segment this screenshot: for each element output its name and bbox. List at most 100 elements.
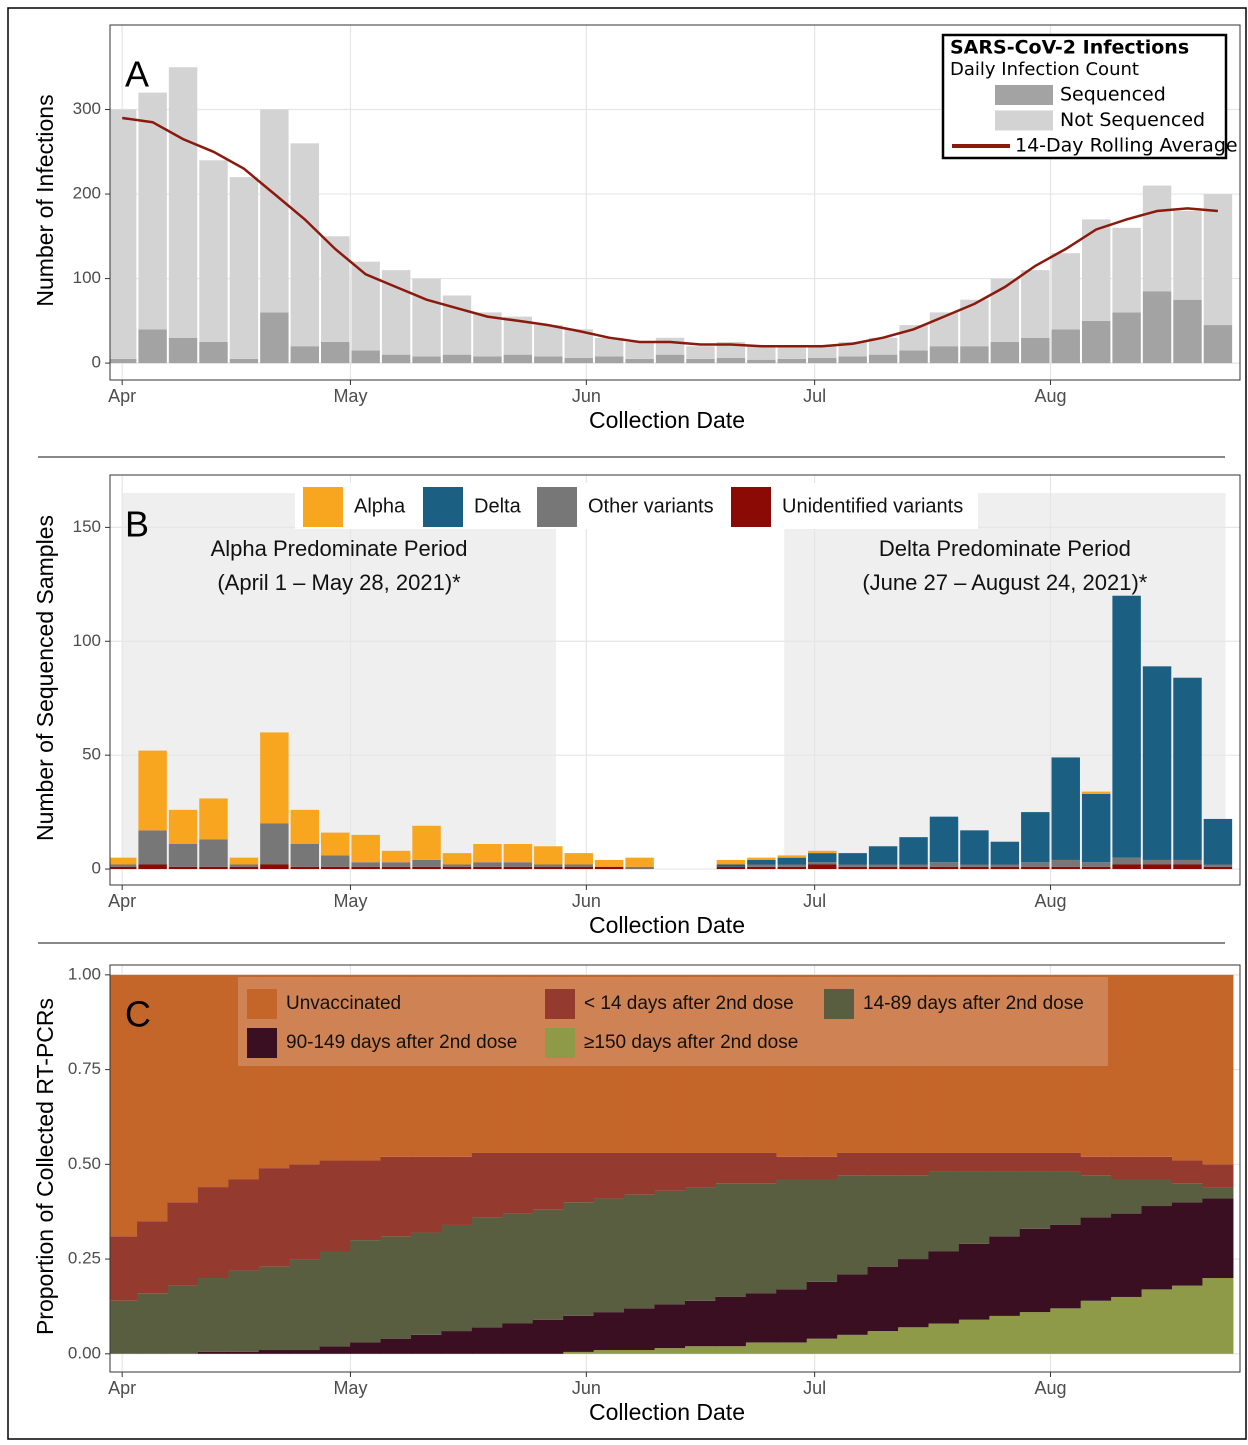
bar [808, 850, 837, 854]
bar [776, 974, 808, 1157]
bar [138, 750, 167, 831]
bar [1141, 1156, 1173, 1180]
bar [837, 1334, 869, 1354]
bar [380, 1156, 412, 1237]
x-tick-label: Apr [108, 1378, 136, 1398]
legend-label: Delta [474, 495, 522, 517]
bar [502, 1213, 534, 1324]
y-tick-label: 100 [73, 631, 101, 650]
bar [990, 278, 1020, 342]
bar [777, 346, 807, 359]
bar [110, 857, 137, 865]
y-tick-label: 100 [73, 268, 101, 287]
bar [715, 1296, 747, 1347]
bar [1141, 1179, 1173, 1207]
bar [684, 974, 717, 1153]
bar [808, 853, 837, 863]
bar [867, 1175, 899, 1267]
bar [806, 1338, 838, 1354]
bar [989, 1152, 1021, 1172]
bar [1051, 329, 1080, 364]
bar [502, 974, 534, 1153]
bar [258, 1266, 290, 1351]
bar [229, 358, 259, 364]
y-tick-label: 1.00 [68, 964, 101, 983]
bar [899, 350, 928, 364]
bar [411, 1156, 443, 1233]
bar [958, 974, 990, 1153]
bar [1112, 857, 1141, 865]
bar [1141, 974, 1173, 1157]
bar [777, 358, 807, 364]
bar [776, 1156, 808, 1180]
bar [442, 853, 472, 865]
bar [625, 358, 654, 364]
annotation: Alpha Predominate Period [211, 536, 468, 561]
bar [380, 974, 412, 1157]
bar [594, 859, 624, 867]
bar [958, 1171, 990, 1244]
bar [594, 337, 624, 357]
bar [229, 866, 259, 870]
annotation: Delta Predominate Period [879, 536, 1131, 561]
panel-label: A [125, 54, 149, 95]
legend-label: 14-Day Rolling Average [1015, 135, 1238, 157]
bar [747, 866, 776, 870]
legend-label: Unidentified variants [782, 495, 963, 517]
bar [684, 1300, 717, 1347]
bar [110, 1300, 138, 1354]
bar [1112, 595, 1141, 858]
bar [471, 1152, 503, 1218]
bar [654, 1152, 686, 1191]
bar [319, 1346, 351, 1354]
bar [654, 1190, 686, 1305]
bar [686, 358, 715, 364]
bar [593, 1350, 625, 1354]
bar [350, 1160, 382, 1241]
bar [473, 862, 502, 867]
y-axis-title: Number of Sequenced Samples [32, 515, 58, 841]
bar [747, 859, 776, 865]
x-tick-label: May [333, 386, 367, 406]
bar [563, 1202, 595, 1316]
bar [867, 974, 899, 1153]
bar [929, 866, 959, 870]
bar [471, 974, 503, 1153]
bar [137, 974, 169, 1222]
bar [168, 67, 198, 338]
legend-swatch [995, 85, 1053, 105]
bar [837, 1152, 869, 1176]
bar [228, 1179, 260, 1271]
bar [321, 341, 350, 364]
bar [289, 1164, 321, 1260]
bar [564, 358, 593, 364]
bar [838, 864, 867, 867]
bar [1050, 974, 1082, 1153]
bar [990, 864, 1020, 867]
y-tick-label: 0.25 [68, 1249, 101, 1268]
bar [350, 1342, 382, 1354]
legend-swatch [303, 487, 343, 527]
bar [898, 1327, 930, 1354]
bar [958, 1243, 990, 1320]
bar [990, 866, 1020, 870]
bar [593, 1152, 625, 1199]
bar [138, 864, 167, 870]
bar [776, 1342, 808, 1354]
x-tick-label: Aug [1035, 386, 1067, 406]
bar [350, 1240, 382, 1343]
bar [1051, 866, 1080, 870]
bar [1141, 1206, 1173, 1290]
bar [838, 341, 867, 357]
bar [898, 1175, 930, 1260]
legend-label: Not Sequenced [1060, 109, 1205, 131]
bar [1202, 974, 1234, 1165]
bar [351, 834, 380, 863]
bar [1203, 818, 1233, 865]
bar [899, 866, 928, 870]
bar [989, 974, 1021, 1153]
bar [989, 1315, 1021, 1354]
bar [624, 1350, 656, 1354]
bar [441, 974, 473, 1157]
bar [321, 855, 350, 867]
